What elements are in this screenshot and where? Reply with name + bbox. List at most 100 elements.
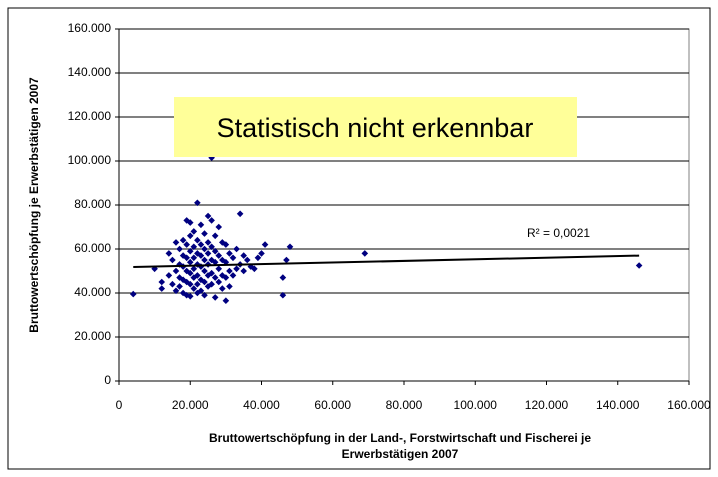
x-axis-label: Bruttowertschöpfung in der Land-, Forstw… [209, 431, 591, 445]
data-point [211, 294, 219, 301]
data-point [176, 245, 183, 253]
data-point [172, 287, 180, 295]
data-point [201, 267, 208, 275]
data-point [197, 287, 205, 295]
data-point [186, 269, 194, 277]
data-point [219, 272, 226, 279]
data-point [233, 245, 240, 253]
y-tick-label: 20.000 [74, 329, 111, 343]
data-point [190, 254, 198, 262]
data-point [183, 254, 190, 262]
y-tick-label: 60.000 [74, 241, 111, 255]
y-tick-label: 120.000 [68, 109, 112, 123]
data-point [211, 258, 219, 266]
data-point [233, 265, 240, 273]
data-point [201, 230, 208, 237]
data-point [361, 250, 369, 257]
data-point [194, 250, 201, 257]
data-point [190, 228, 198, 235]
x-tick-label: 40.000 [243, 398, 280, 412]
data-point [179, 236, 187, 244]
data-point [197, 276, 205, 284]
data-point [165, 250, 173, 257]
data-point [169, 280, 176, 288]
data-point [204, 239, 212, 246]
data-point [208, 280, 215, 288]
data-point [279, 291, 287, 299]
y-tick-label: 0 [104, 373, 111, 387]
x-tick-label: 140.000 [596, 398, 640, 412]
data-point [194, 261, 201, 268]
data-point [258, 250, 265, 257]
data-point [215, 278, 223, 286]
data-point [222, 241, 230, 248]
x-axis-label: Erwerbstätigen 2007 [342, 447, 459, 461]
data-point [190, 285, 198, 292]
y-tick-label: 140.000 [68, 65, 112, 79]
data-point [190, 274, 198, 281]
data-point [204, 212, 212, 220]
data-point [197, 252, 205, 259]
x-tick-label: 20.000 [172, 398, 209, 412]
data-point [197, 221, 205, 229]
data-point [208, 243, 215, 251]
data-point [186, 232, 194, 240]
data-point [158, 278, 166, 286]
data-point [201, 256, 208, 264]
data-point [194, 199, 201, 207]
data-point [254, 254, 262, 262]
data-point [251, 265, 258, 273]
data-point [226, 250, 233, 257]
annotation-box [174, 97, 577, 157]
data-point [219, 285, 226, 292]
data-point [169, 256, 176, 264]
data-point [186, 247, 194, 255]
data-point [201, 245, 208, 253]
x-tick-label: 0 [116, 398, 123, 412]
data-point [201, 291, 208, 299]
data-point [243, 256, 251, 264]
data-point [208, 269, 215, 277]
y-tick-label: 80.000 [74, 197, 111, 211]
data-point [211, 247, 219, 255]
data-point [176, 261, 183, 268]
data-point [236, 210, 244, 218]
data-point [158, 285, 166, 292]
data-point [240, 267, 247, 275]
r-squared-label: R² = 0,0021 [527, 226, 590, 240]
data-point [176, 283, 183, 290]
data-point [222, 258, 230, 266]
y-tick-label: 100.000 [68, 153, 112, 167]
data-point [194, 236, 201, 244]
data-point [635, 262, 643, 269]
data-point [183, 241, 190, 248]
data-point [222, 297, 230, 304]
data-point [226, 267, 233, 275]
x-tick-label: 100.000 [454, 398, 498, 412]
data-point [211, 232, 219, 240]
data-point [215, 223, 223, 231]
data-point [229, 254, 237, 262]
data-point [186, 280, 194, 288]
data-point [226, 283, 233, 290]
data-point [279, 274, 287, 281]
data-point [222, 274, 230, 281]
data-point [129, 290, 137, 298]
y-tick-label: 40.000 [74, 285, 111, 299]
y-axis-label: Bruttowertschöpfung je Erwerbstätigen 20… [27, 77, 41, 333]
data-point [215, 265, 223, 273]
data-point [229, 272, 237, 279]
data-point [186, 258, 194, 266]
data-point [283, 256, 290, 264]
data-point [190, 243, 198, 251]
x-tick-label: 80.000 [386, 398, 423, 412]
data-point [194, 280, 201, 288]
data-point [197, 263, 205, 270]
data-point [204, 250, 212, 257]
x-tick-label: 120.000 [525, 398, 569, 412]
data-point [215, 252, 223, 259]
y-tick-label: 160.000 [68, 21, 112, 35]
annotation: Statistisch nicht erkennbar [217, 113, 534, 143]
trendline [133, 254, 640, 269]
data-point [186, 219, 194, 226]
